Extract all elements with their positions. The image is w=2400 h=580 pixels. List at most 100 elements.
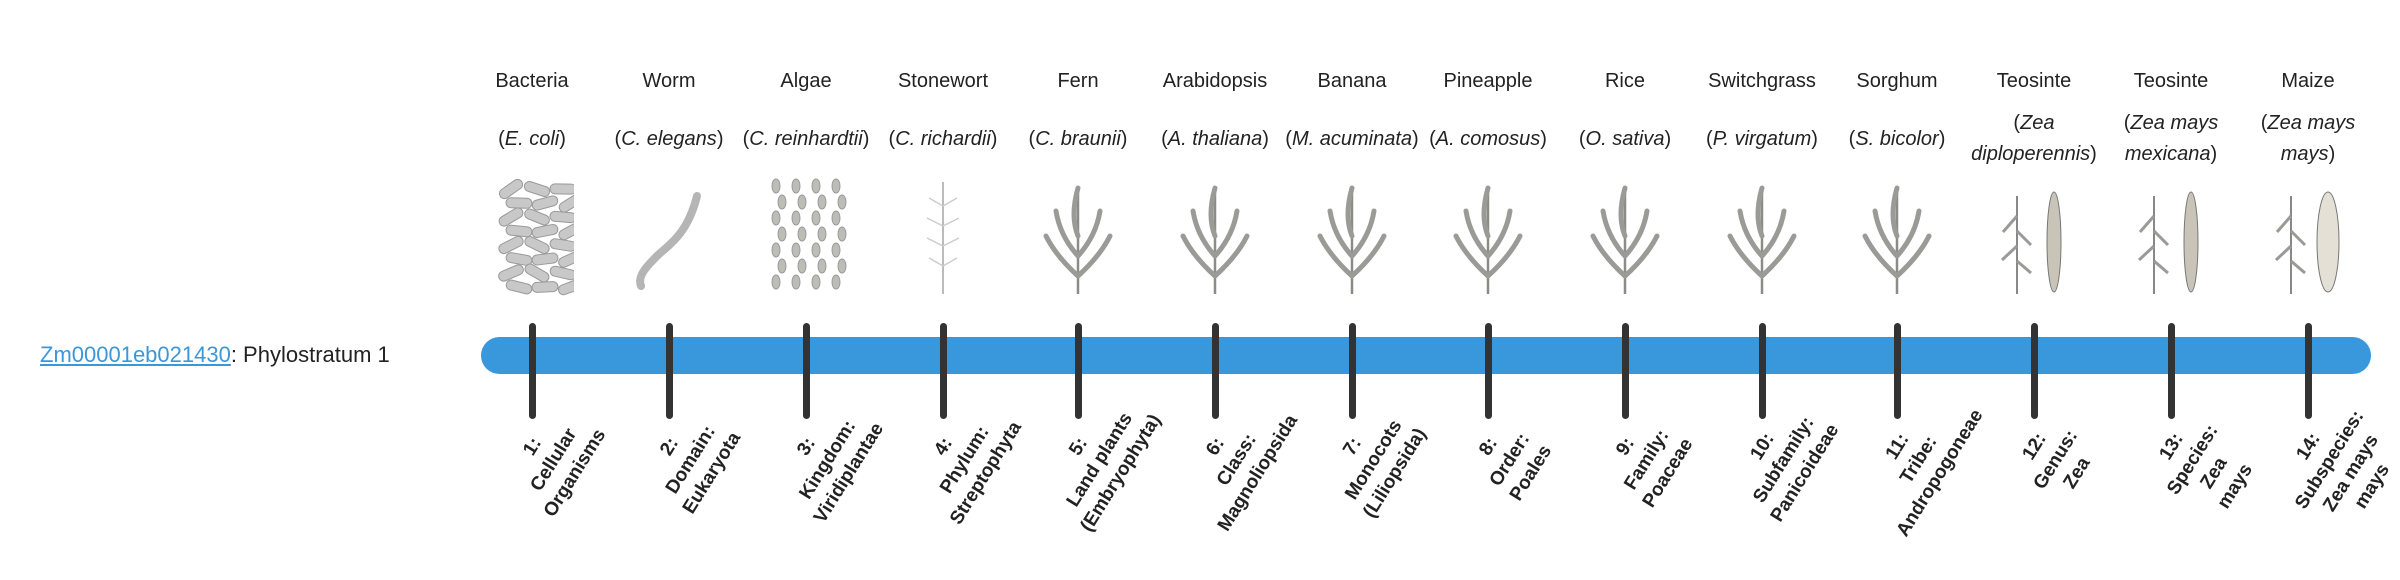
stage-label: 12: Genus: Zea (1984, 376, 2127, 543)
organism-species: P. virgatum (1694, 103, 1830, 175)
species-name: C. richardii (889, 124, 998, 155)
stage-label: 2: Domain: Eukaryota (619, 376, 762, 543)
phylostratum-bar (481, 337, 2371, 374)
species-italic: C. reinhardtii (749, 127, 863, 150)
stage-label: 11: Tribe: Andropogoneae (1847, 376, 1990, 543)
species-name: O. sativa (1579, 124, 1671, 155)
species-italic: Zea diploperennis (1971, 112, 2091, 165)
sorghum-icon (1829, 176, 1965, 296)
maize-icon (2240, 176, 2376, 296)
organism-name: Pineapple (1443, 70, 1533, 92)
stage-tick (1485, 323, 1492, 419)
stage-label: 5: Land plants (Embryophyta) (1028, 376, 1171, 543)
stage-label: 7: Monocots (Liliopsida) (1302, 376, 1445, 543)
stage-label: 9: Family: Poaceae (1575, 376, 1718, 543)
teosinte-icon (1966, 176, 2102, 296)
species-name: E. coli (498, 124, 566, 155)
stage-label: 10: Subfamily: Panicoideae (1712, 376, 1855, 543)
stonewort-icon (875, 176, 1011, 296)
stage-tick (1349, 323, 1356, 419)
algae-icon (738, 176, 874, 296)
organism-name: Bacteria (495, 70, 569, 92)
organism-species: C. braunii (1010, 103, 1146, 175)
bacteria-icon (464, 176, 600, 296)
switchgrass-icon (1694, 176, 1830, 296)
worm-icon (601, 176, 737, 296)
species-name: M. acuminata (1285, 124, 1418, 155)
phylostratum-text: : Phylostratum 1 (230, 342, 390, 367)
species-italic: P. virgatum (1712, 127, 1812, 150)
organism-species: A. thaliana (1147, 103, 1283, 175)
organism-name: Stonewort (897, 70, 989, 92)
organism-name: Teosinte (2133, 70, 2209, 92)
banana-icon (1284, 176, 1420, 296)
fern-icon (1010, 176, 1146, 296)
species-italic: A. comosus (1435, 127, 1541, 150)
organism-species: Zea diploperennis (1966, 103, 2102, 175)
stage-tick (1759, 323, 1766, 419)
species-italic: C. richardii (895, 127, 991, 150)
pineapple-icon (1420, 176, 1556, 296)
species-name: C. reinhardtii (743, 124, 870, 155)
stage-tick (2168, 323, 2175, 419)
species-italic: S. bicolor (1855, 127, 1939, 150)
organism-name: Teosinte (1996, 70, 2072, 92)
stage-tick (803, 323, 810, 419)
species-italic: Zea mays mays (2267, 112, 2356, 165)
organism-species: C. elegans (601, 103, 737, 175)
species-name: C. braunii (1029, 124, 1128, 155)
species-italic: M. acuminata (1291, 127, 1413, 150)
teosinte-icon (2103, 176, 2239, 296)
stage-tick (529, 323, 536, 419)
organism-name: Sorghum (1856, 70, 1938, 92)
species-italic: E. coli (504, 127, 560, 150)
organism-name: Maize (2281, 70, 2335, 92)
stage-label: 6: Class: Magnoliopsida (1165, 376, 1308, 543)
stage-tick (1622, 323, 1629, 419)
stage-tick (666, 323, 673, 419)
organism-name: Algae (780, 70, 832, 92)
stage-tick (940, 323, 947, 419)
stage-label: 3: Kingdom: Viridiplantae (756, 376, 899, 543)
gene-label: Zm00001eb021430: Phylostratum 1 (40, 340, 390, 370)
organism-species: Zea mays mexicana (2103, 103, 2239, 175)
rice-icon (1557, 176, 1693, 296)
stage-label: 4: Phylum: Streptophyta (893, 376, 1036, 543)
stage-label: 13: Species: Zea mays (2121, 376, 2285, 556)
species-name: A. comosus (1429, 124, 1547, 155)
stage-label: 1: Cellular Organisms (482, 376, 625, 543)
species-name: Zea diploperennis (1966, 108, 2102, 170)
species-name: Zea mays mexicana (2103, 108, 2239, 170)
organism-name: Arabidopsis (1162, 70, 1268, 92)
stage-tick (2305, 323, 2312, 419)
organism-species: C. richardii (875, 103, 1011, 175)
stage-tick (1075, 323, 1082, 419)
stage-tick (2031, 323, 2038, 419)
species-italic: C. elegans (621, 127, 717, 150)
species-italic: A. thaliana (1167, 127, 1263, 150)
organism-name: Fern (1057, 70, 1099, 92)
stage-tick (1212, 323, 1219, 419)
organism-species: M. acuminata (1284, 103, 1420, 175)
organism-name: Switchgrass (1708, 70, 1816, 92)
species-name: A. thaliana (1161, 124, 1269, 155)
stage-label: 14: Subspecies: Zea mays mays (2258, 376, 2400, 556)
organism-species: C. reinhardtii (738, 103, 874, 175)
organism-species: O. sativa (1557, 103, 1693, 175)
species-italic: Zea mays mexicana (2124, 112, 2219, 165)
species-italic: C. braunii (1035, 127, 1121, 150)
species-name: Zea mays mays (2240, 108, 2376, 170)
organism-species: S. bicolor (1829, 103, 1965, 175)
arabidopsis-icon (1147, 176, 1283, 296)
organism-name: Worm (642, 70, 696, 92)
stage-tick (1894, 323, 1901, 419)
species-name: P. virgatum (1706, 124, 1818, 155)
gene-id-link[interactable]: Zm00001eb021430 (40, 342, 231, 367)
organism-species: A. comosus (1420, 103, 1556, 175)
organism-name: Rice (1604, 70, 1645, 92)
organism-species: E. coli (464, 103, 600, 175)
species-name: S. bicolor (1849, 124, 1946, 155)
organism-species: Zea mays mays (2240, 103, 2376, 175)
organism-name: Banana (1317, 70, 1387, 92)
species-italic: O. sativa (1585, 127, 1665, 150)
